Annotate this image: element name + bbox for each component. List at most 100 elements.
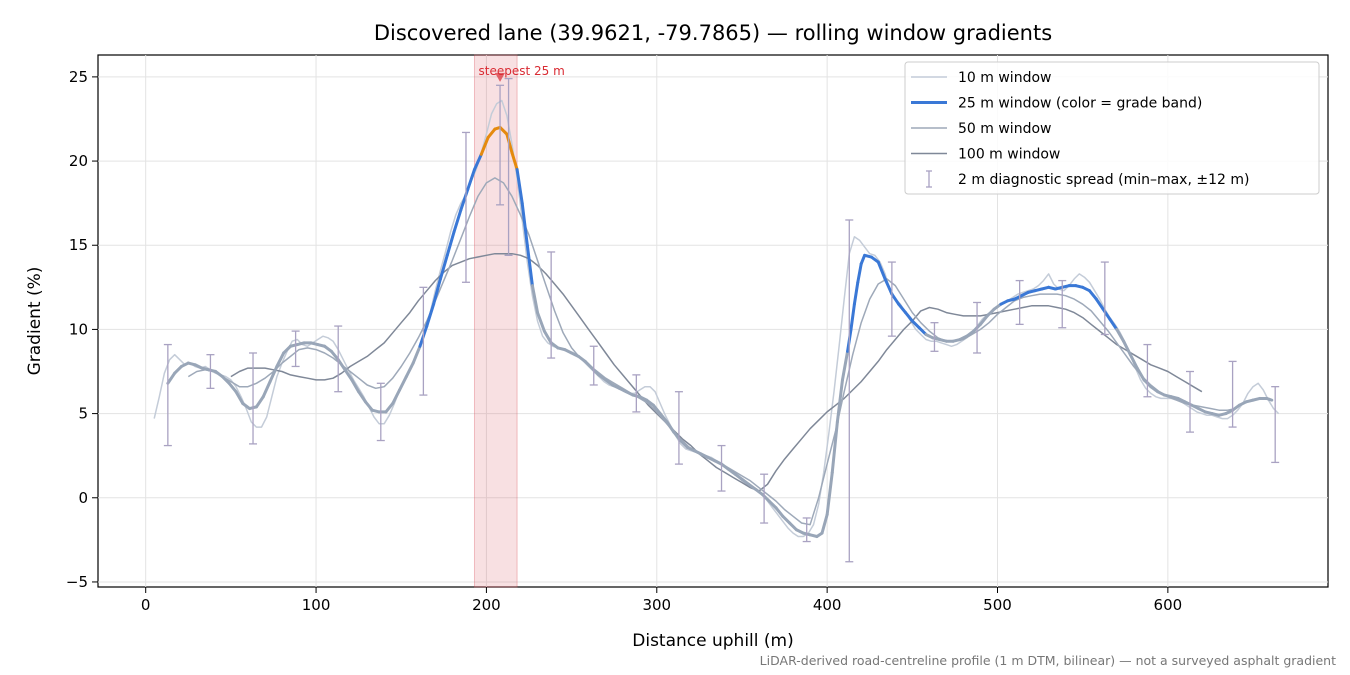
series-25m-segment	[840, 349, 850, 382]
errorbar	[496, 84, 505, 206]
series-25m-segment	[1115, 327, 1126, 343]
series-25m-segment	[505, 132, 514, 155]
legend-label: 100 m window	[958, 147, 1060, 163]
series-25m-segment	[472, 152, 483, 171]
series-25m-segment	[329, 349, 340, 362]
series-25m-segment	[1094, 297, 1105, 311]
series-25m-segment	[459, 188, 470, 212]
y-tick-label: 10	[69, 320, 88, 338]
series-25m-segment	[220, 375, 231, 385]
series-25m-segment	[852, 280, 860, 306]
errorbar	[845, 219, 854, 563]
series-25m-segment	[890, 292, 901, 306]
series-25m-segment	[452, 208, 463, 234]
legend-label: 2 m diagnostic spread (min–max, ±12 m)	[958, 172, 1249, 188]
legend-label: 50 m window	[958, 121, 1051, 137]
y-tick-label: 15	[69, 236, 88, 254]
series-25m-segment	[336, 358, 347, 372]
series-25m-segment	[1128, 353, 1139, 370]
errorbar	[930, 322, 939, 352]
series-25m-segment	[859, 253, 867, 266]
series-25m-segment	[363, 400, 374, 412]
series-25m-segment	[910, 319, 921, 330]
errorbar	[1100, 261, 1109, 336]
series-25m-segment	[530, 284, 540, 315]
x-tick-label: 100	[302, 596, 331, 614]
errorbar	[334, 325, 343, 393]
series-25m-segment	[438, 253, 449, 281]
legend: 10 m window 25 m window (color = grade ba…	[904, 61, 1320, 195]
series-25m-segment	[788, 521, 798, 532]
series-25m-segment	[876, 260, 887, 281]
series-25m-segment	[466, 167, 476, 192]
series-25m-segment	[411, 344, 422, 365]
x-tick-label: 500	[983, 596, 1012, 614]
series-25m-segment	[479, 135, 490, 156]
series-25m-segment	[404, 361, 415, 379]
y-tick-label: 5	[78, 405, 88, 423]
steepest-label: steepest 25 m	[478, 64, 564, 78]
annotation-layer: steepest 25 m	[478, 64, 565, 82]
y-tick-label: 25	[69, 68, 88, 86]
series-25m-segment	[897, 302, 908, 315]
series-25m-segment	[825, 471, 834, 517]
series-25m-segment	[985, 307, 996, 318]
errorbar	[1015, 279, 1024, 326]
series-25m-segment	[498, 125, 509, 136]
legend-label: 25 m window (color = grade band)	[958, 96, 1202, 112]
series-line-50m	[187, 177, 1237, 526]
series-25m-segment	[350, 378, 361, 394]
series-25m-segment	[357, 390, 367, 404]
series-25m-segment	[583, 359, 594, 370]
series-25m-segment	[432, 277, 442, 306]
series-25m-segment	[227, 381, 238, 394]
chart-title: Discovered lane (39.9621, -79.7865) — ro…	[374, 21, 1052, 45]
errorbar	[973, 301, 982, 354]
series-25m-segment	[781, 514, 792, 525]
errorbar	[504, 77, 513, 256]
x-tick-label: 0	[141, 596, 151, 614]
series-line-100m	[230, 252, 1203, 492]
series-25m-segment	[1108, 317, 1119, 331]
errorbar	[1228, 360, 1237, 428]
x-axis-label: Distance uphill (m)	[632, 631, 793, 651]
errorbar	[547, 251, 556, 359]
series-25m-segment	[917, 326, 928, 336]
x-tick-label: 300	[642, 596, 671, 614]
series-25m-segment	[820, 513, 829, 535]
series-25m-segment	[835, 378, 844, 424]
series-25m-segment	[883, 277, 894, 296]
errorbar-layer	[163, 77, 1280, 563]
y-tick-label: 0	[78, 489, 88, 507]
legend-box	[904, 61, 1320, 195]
series-25m-segment	[542, 329, 553, 345]
series-25m-segment	[651, 403, 662, 416]
errorbar	[802, 517, 811, 543]
x-tick-label: 600	[1154, 596, 1183, 614]
errorbar	[163, 343, 172, 447]
axis-ticks: 0 100 200 300 400 500 600 −5 0 5 10 15 20 25	[66, 68, 1182, 614]
errorbar	[461, 131, 470, 283]
legend-label: 10 m window	[958, 70, 1051, 86]
series-25m-segment	[1135, 366, 1146, 382]
errorbar	[1058, 279, 1067, 329]
errorbar	[1186, 370, 1195, 433]
errorbar	[589, 345, 598, 386]
grid	[98, 55, 1328, 587]
series-25m-segment	[166, 371, 177, 385]
series-25m-segment	[978, 314, 989, 326]
series-25m-segment	[1122, 339, 1132, 357]
x-tick-label: 200	[472, 596, 501, 614]
errorbar	[674, 391, 683, 465]
series-25m-segment	[767, 499, 778, 510]
errorbar	[632, 374, 641, 413]
series-25m-segment	[1087, 289, 1098, 301]
series-25m-segment	[658, 412, 669, 424]
series-25m-segment	[445, 230, 456, 257]
series-25m-segment	[856, 262, 863, 284]
series-25m-segment	[275, 351, 286, 368]
series-25m-segment	[391, 388, 402, 405]
y-axis-label: Gradient (%)	[25, 267, 45, 376]
series-layer	[153, 99, 1280, 538]
errorbar	[376, 382, 385, 442]
